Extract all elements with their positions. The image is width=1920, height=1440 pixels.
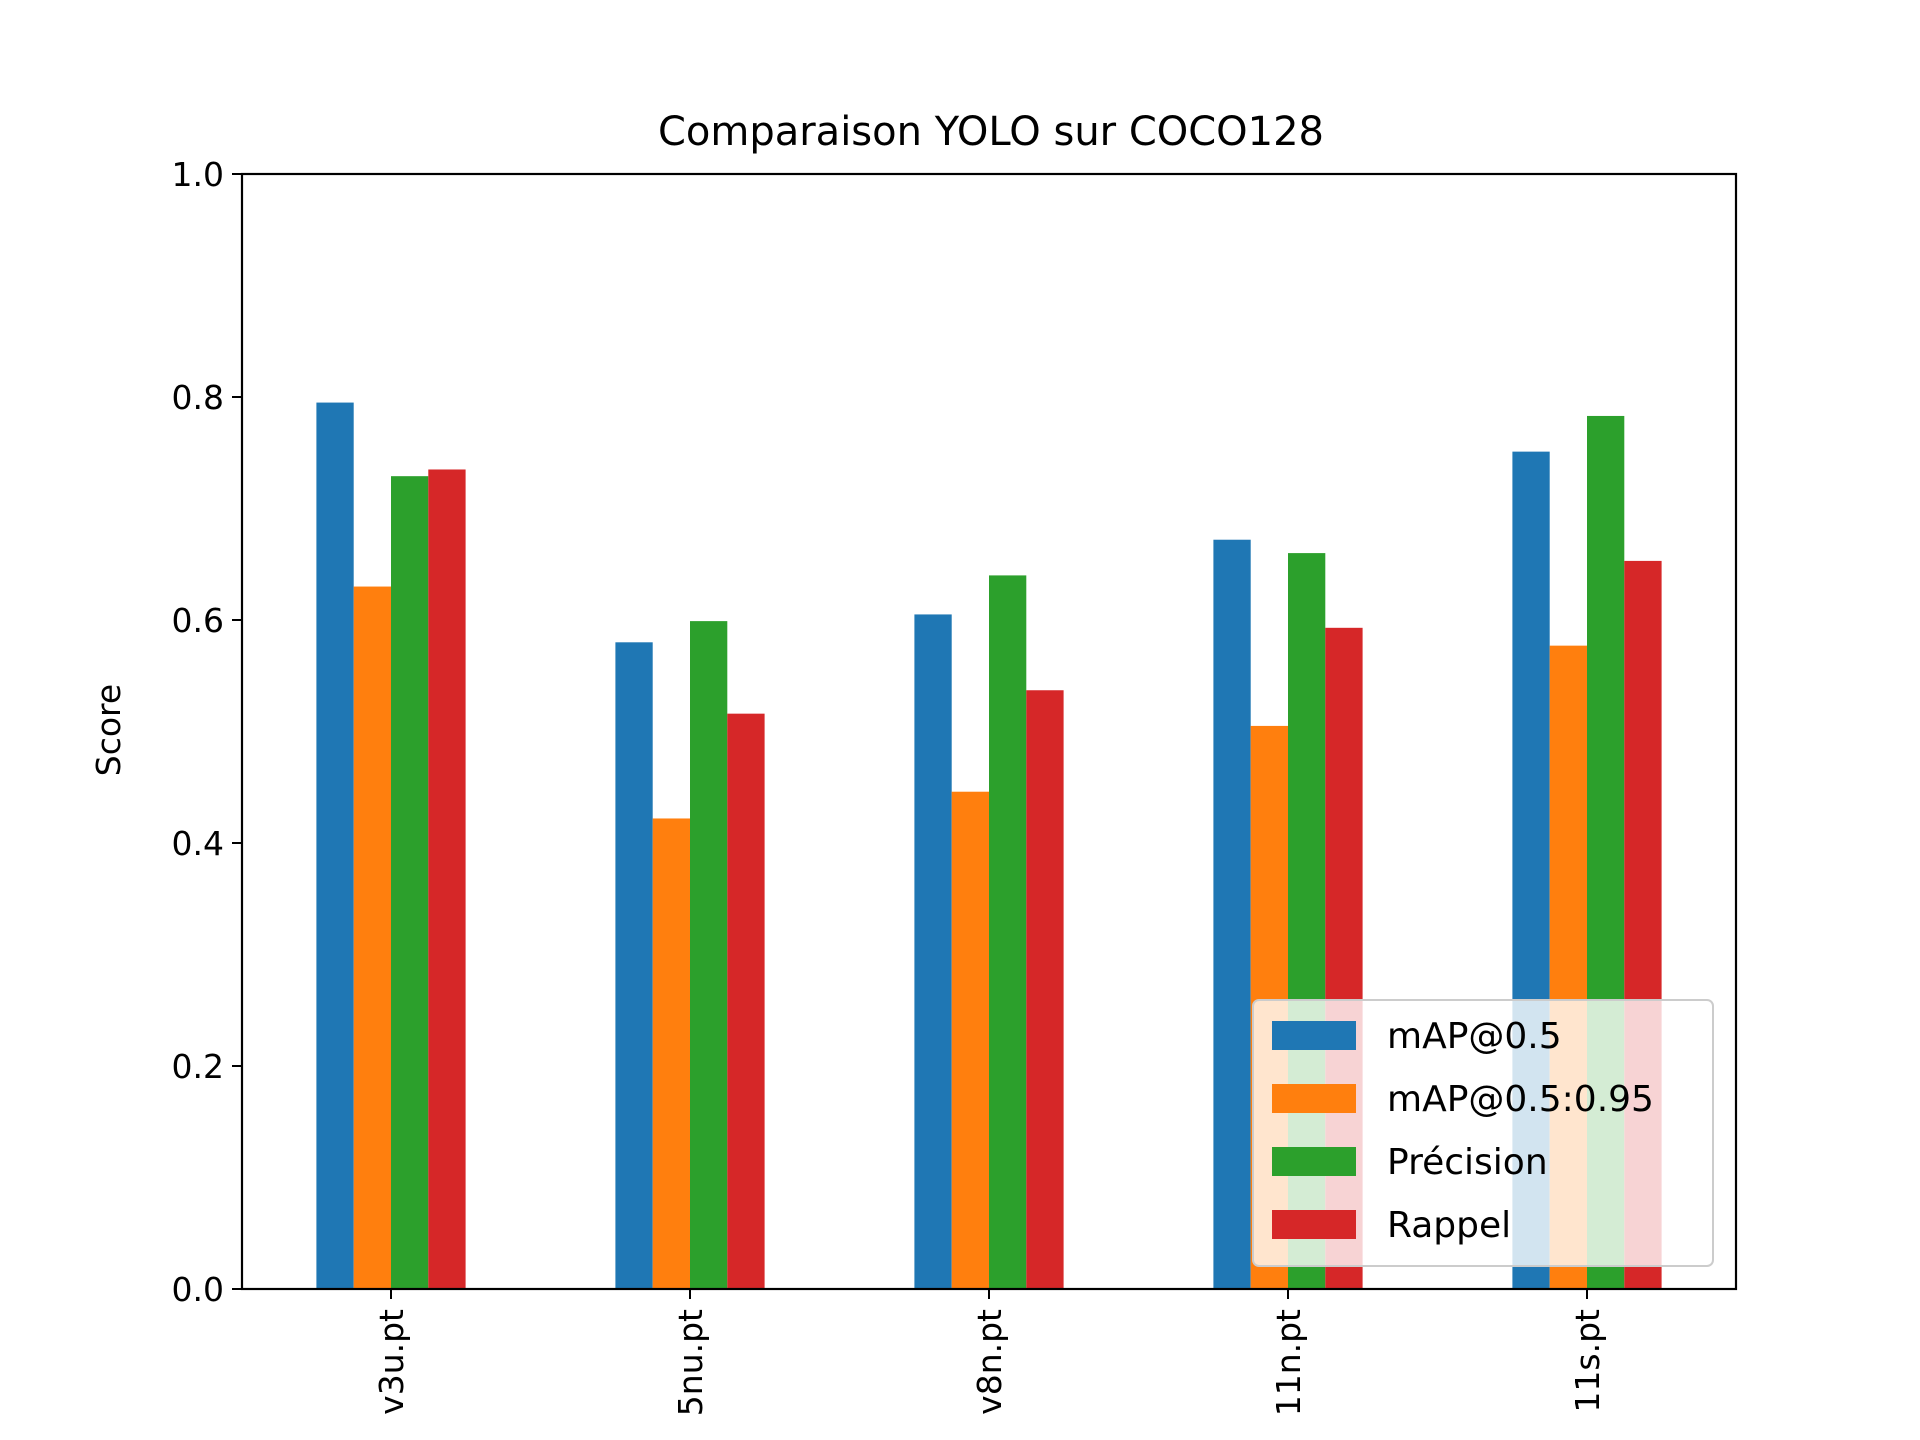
- y-tick-label: 0.6: [172, 601, 224, 640]
- x-tick-label: 5nu.pt: [671, 1309, 710, 1416]
- legend-label: Rappel: [1387, 1205, 1511, 1246]
- x-tick-label: 11n.pt: [1269, 1309, 1308, 1416]
- legend: mAP@0.5 mAP@0.5:0.95 Précision Rappel: [1252, 999, 1714, 1267]
- bar: [652, 818, 690, 1289]
- bar: [353, 586, 391, 1289]
- bar: [690, 621, 728, 1289]
- legend-swatch: [1272, 1084, 1356, 1113]
- bar: [914, 614, 952, 1289]
- x-tick-label: v8n.pt: [970, 1309, 1009, 1415]
- bar: [727, 713, 765, 1289]
- y-tick-label: 0.2: [172, 1047, 224, 1086]
- x-tick-label: v3u.pt: [372, 1309, 411, 1415]
- legend-label: mAP@0.5:0.95: [1387, 1079, 1654, 1120]
- y-tick-label: 1.0: [172, 155, 224, 194]
- bar: [428, 469, 466, 1290]
- bar: [1026, 690, 1064, 1289]
- legend-label: mAP@0.5: [1387, 1016, 1562, 1057]
- y-tick-label: 0.8: [172, 378, 224, 417]
- x-tick-label: 11s.pt: [1568, 1309, 1607, 1413]
- y-tick-label: 0.0: [172, 1270, 224, 1309]
- legend-box: [1252, 999, 1714, 1267]
- bar: [615, 642, 653, 1289]
- y-axis-label: Score: [89, 684, 128, 776]
- bar: [316, 402, 354, 1289]
- bar: [391, 476, 429, 1289]
- legend-swatch: [1272, 1147, 1356, 1176]
- y-tick-label: 0.4: [172, 824, 224, 863]
- bar: [951, 791, 989, 1289]
- chart-title: Comparaison YOLO sur COCO128: [658, 109, 1324, 155]
- legend-swatch: [1272, 1021, 1356, 1050]
- bar: [989, 575, 1027, 1289]
- legend-swatch: [1272, 1210, 1356, 1239]
- x-ticks-layer: v3u.pt 5nu.pt v8n.pt 11n.pt 11s.pt: [372, 1289, 1607, 1416]
- bar: [1213, 539, 1251, 1289]
- legend-label: Précision: [1387, 1142, 1548, 1183]
